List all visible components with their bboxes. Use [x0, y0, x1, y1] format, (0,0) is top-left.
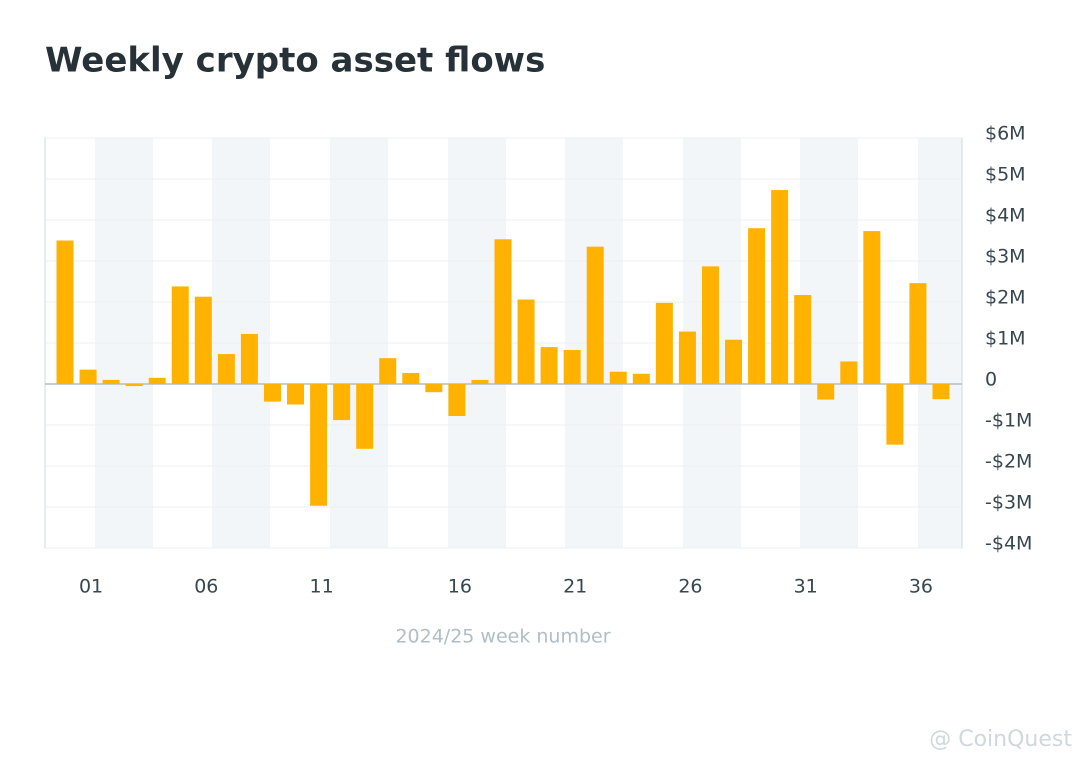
- bar: [310, 384, 328, 506]
- bar: [678, 331, 696, 384]
- bar: [79, 369, 97, 384]
- bar: [356, 384, 374, 449]
- bar: [402, 372, 420, 384]
- y-tick-label: $5M: [985, 164, 1026, 186]
- bar: [125, 384, 143, 387]
- bar: [263, 384, 281, 402]
- bar: [817, 384, 835, 400]
- bar: [425, 384, 443, 393]
- bar: [217, 354, 235, 384]
- bar: [932, 384, 950, 400]
- bar: [655, 302, 673, 384]
- bar: [102, 379, 120, 384]
- chart-title: Weekly crypto asset flows: [45, 41, 545, 81]
- y-tick-label: $1M: [985, 328, 1026, 350]
- bar: [148, 377, 166, 384]
- bar: [863, 231, 881, 384]
- y-tick-label: -$1M: [985, 410, 1032, 432]
- y-tick-label: -$4M: [985, 533, 1032, 555]
- x-tick-label: 16: [448, 576, 472, 598]
- bar: [240, 333, 258, 384]
- y-tick-label: $6M: [985, 123, 1026, 145]
- y-tick-label: -$2M: [985, 451, 1032, 473]
- bar: [748, 228, 766, 384]
- x-tick-label: 26: [678, 576, 702, 598]
- bar: [586, 246, 604, 384]
- bar: [886, 384, 904, 445]
- x-tick-label: 31: [794, 576, 818, 598]
- bar: [517, 299, 535, 384]
- bar: [540, 347, 558, 384]
- bar: [56, 240, 74, 384]
- bar: [287, 384, 305, 405]
- y-tick-label: $4M: [985, 205, 1026, 227]
- bar: [725, 339, 743, 384]
- bar: [194, 296, 212, 384]
- bar: [333, 384, 351, 421]
- x-tick-label: 11: [309, 576, 333, 598]
- bar: [494, 239, 512, 384]
- y-tick-label: $2M: [985, 287, 1026, 309]
- bar: [840, 361, 858, 384]
- y-tick-label: 0: [985, 369, 997, 391]
- watermark: @ CoinQuest: [929, 727, 1072, 752]
- bar: [379, 358, 397, 384]
- y-tick-label: $3M: [985, 246, 1026, 268]
- bar: [471, 379, 489, 384]
- x-tick-label: 21: [563, 576, 587, 598]
- x-tick-label: 06: [194, 576, 218, 598]
- x-axis-label: 2024/25 week number: [395, 626, 610, 648]
- bar: [563, 349, 581, 384]
- bar: [909, 283, 927, 384]
- x-tick-label: 01: [79, 576, 103, 598]
- bar: [171, 286, 189, 384]
- bar: [609, 371, 627, 384]
- bar: [632, 373, 650, 384]
- x-tick-label: 36: [909, 576, 933, 598]
- bar: [771, 190, 789, 384]
- bar: [701, 266, 719, 384]
- bar: [448, 384, 466, 416]
- bar: [794, 295, 812, 384]
- y-tick-label: -$3M: [985, 492, 1032, 514]
